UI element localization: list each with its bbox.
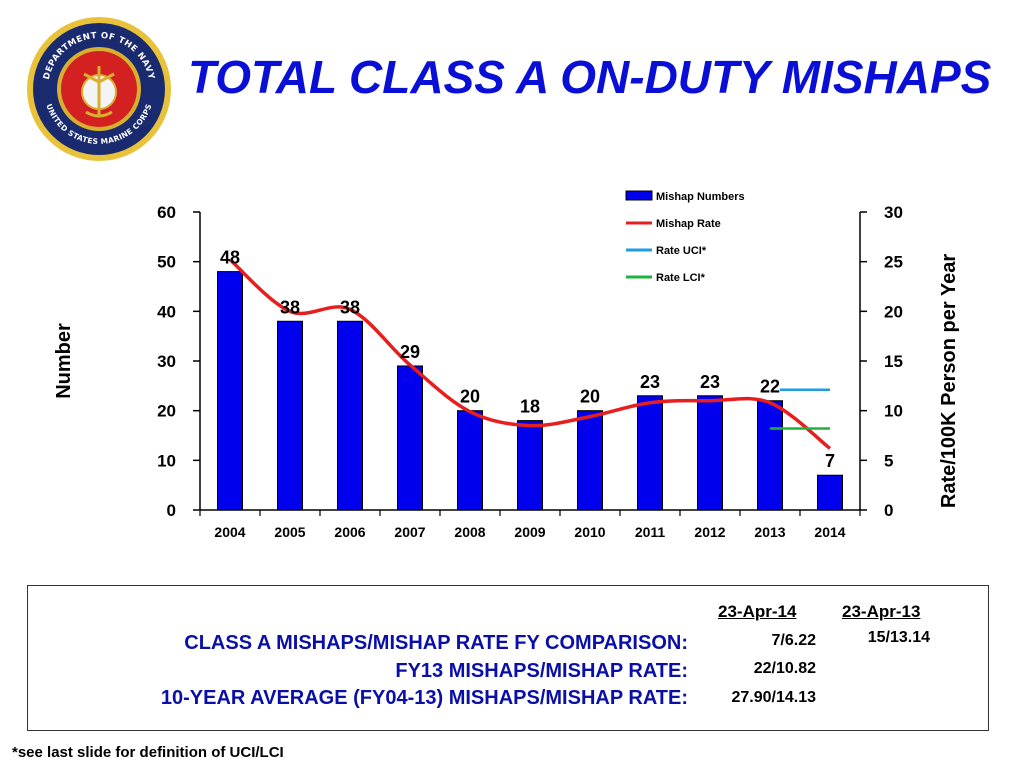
y-tick-label: 0 [167, 501, 176, 520]
x-tick-label: 2013 [754, 524, 785, 540]
y2-tick-label: 25 [884, 253, 903, 272]
data-label-2013: 22 [760, 377, 780, 397]
y-tick-label: 10 [157, 451, 176, 470]
x-tick-label: 2005 [274, 524, 305, 540]
footnote: *see last slide for definition of UCI/LC… [12, 744, 284, 761]
y2-tick-label: 0 [884, 501, 893, 520]
data-label-2004: 48 [220, 248, 240, 268]
data-label-2012: 23 [700, 372, 720, 392]
y-tick-label: 50 [157, 253, 176, 272]
mishaps-chart: 0 10 20 30 40 50 60 0 5 10 15 20 25 30 2004 2005 2006 200… [53, 190, 960, 540]
x-tick-label: 2014 [814, 524, 845, 540]
x-tick-label: 2010 [574, 524, 605, 540]
y-tick-label: 40 [157, 302, 176, 321]
x-tick-label: 2007 [394, 524, 425, 540]
col1-value-average: 27.90/14.13 [731, 689, 816, 706]
data-label-2014: 7 [825, 451, 835, 471]
col2-value-comparison: 15/13.14 [867, 629, 930, 646]
legend-label-3: Rate LCI* [656, 272, 706, 284]
y-tick-label: 30 [157, 352, 176, 371]
y-axis-title: Number [53, 323, 75, 399]
data-label-2007: 29 [400, 342, 420, 362]
x-tick-label: 2011 [635, 524, 666, 540]
bar-2006 [337, 320, 363, 511]
col2-header: 23-Apr-13 [842, 602, 921, 621]
bar-2004 [217, 271, 243, 511]
x-tick-label: 2009 [514, 524, 545, 540]
summary-label-average: 10-YEAR AVERAGE (FY04-13) MISHAPS/MISHAP… [160, 687, 688, 709]
legend-swatch-bars [625, 190, 653, 201]
data-label-2010: 20 [580, 387, 600, 407]
col1-header: 23-Apr-14 [718, 602, 797, 621]
x-tick-label: 2004 [214, 524, 245, 540]
x-tick-label: 2006 [334, 524, 365, 540]
x-tick-label: 2008 [454, 524, 485, 540]
summary-label-comparison: CLASS A MISHAPS/MISHAP RATE FY COMPARISO… [184, 632, 688, 654]
y-tick-label: 20 [157, 402, 176, 421]
legend-label-1: Mishap Rate [656, 218, 721, 230]
bar-2009 [517, 420, 543, 511]
col1-value-fy13: 22/10.82 [753, 660, 816, 677]
page-title: TOTAL CLASS A ON-DUTY MISHAPS [188, 51, 992, 103]
bar-2007 [397, 365, 423, 511]
y2-tick-label: 20 [884, 302, 903, 321]
bar-2012 [697, 395, 723, 511]
data-label-2005: 38 [280, 297, 300, 317]
bar-2011 [637, 395, 663, 511]
y2-tick-label: 5 [884, 451, 893, 470]
bar-2010 [577, 410, 603, 511]
legend-label-2: Rate UCI* [656, 245, 707, 257]
y2-tick-label: 30 [884, 203, 903, 222]
legend-label-0: Mishap Numbers [656, 191, 745, 203]
y2-tick-label: 15 [884, 352, 903, 371]
y-tick-label: 60 [157, 203, 176, 222]
marine-corps-seal: DEPARTMENT OF THE NAVY UNITED STATES MAR… [27, 17, 171, 161]
bar-2014 [817, 474, 843, 511]
bar-2005 [277, 320, 303, 511]
y2-axis-title: Rate/100K Person per Year [938, 254, 960, 508]
summary-box: 23-Apr-14 23-Apr-13 CLASS A MISHAPS/MISH… [27, 585, 989, 731]
summary-label-fy13: FY13 MISHAPS/MISHAP RATE: [395, 660, 688, 682]
data-label-2011: 23 [640, 372, 660, 392]
col1-value-comparison: 7/6.22 [771, 632, 816, 649]
mishap-rate-line [228, 258, 832, 450]
x-tick-label: 2012 [694, 524, 725, 540]
bar-2008 [457, 410, 483, 511]
data-label-2006: 38 [340, 297, 360, 317]
data-label-2008: 20 [460, 387, 480, 407]
y2-tick-label: 10 [884, 402, 903, 421]
bar-2013 [757, 400, 783, 511]
data-label-2009: 18 [520, 397, 540, 417]
